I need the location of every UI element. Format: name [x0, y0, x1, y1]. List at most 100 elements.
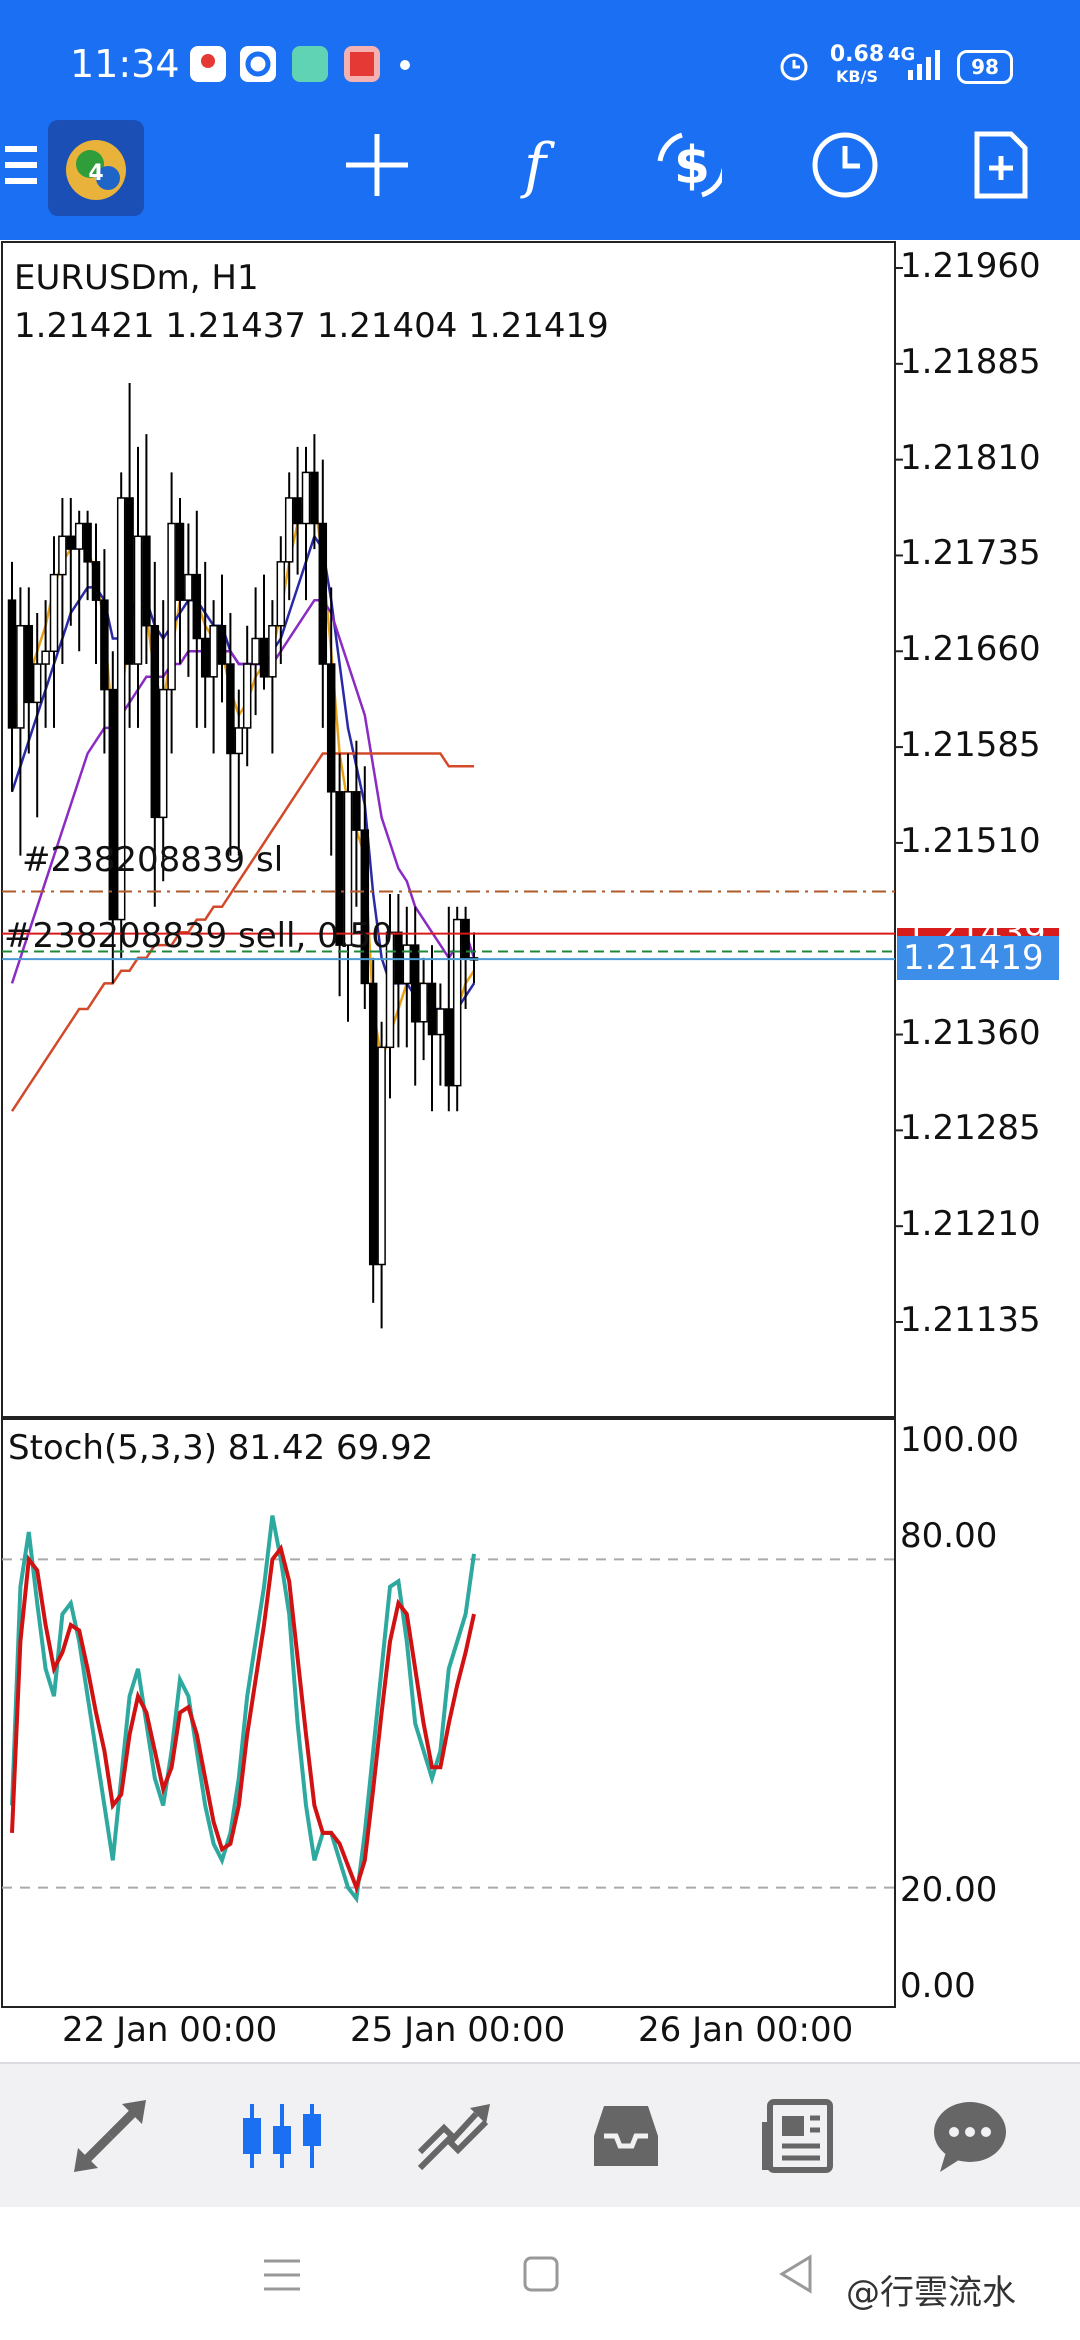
candle-body: [276, 561, 286, 627]
candle-body: [158, 688, 168, 819]
candle-body: [326, 663, 336, 793]
candle-body: [125, 497, 134, 665]
candle-body: [301, 471, 311, 525]
candle-body: [66, 535, 76, 550]
quotes-icon[interactable]: [60, 2086, 160, 2186]
candle-body: [352, 791, 361, 831]
stoch-axis-100: 100.00: [900, 1420, 1019, 1460]
net-unit: KB/S: [836, 67, 878, 86]
stoch-title: Stoch(5,3,3) 81.42 69.92: [8, 1428, 434, 1468]
candle-body: [385, 931, 395, 1049]
chart-ohlc: 1.21421 1.21437 1.21404 1.21419: [14, 306, 609, 346]
price-chart[interactable]: [0, 240, 1080, 2062]
trade-icon[interactable]: [404, 2086, 504, 2186]
stoch-signal-line: [10, 1544, 476, 1894]
price-tick-label: 1.21360: [900, 1012, 1041, 1053]
network-type: 4G: [888, 44, 916, 65]
order-label: #238208839 sell, 0.50: [4, 916, 393, 956]
chart-icon[interactable]: [232, 2086, 332, 2186]
candle-body: [192, 573, 202, 640]
chart-symbol: EURUSDm, H1: [14, 258, 259, 298]
candle-body: [410, 944, 420, 1023]
candle-body: [436, 1008, 445, 1036]
news-icon[interactable]: [748, 2086, 848, 2186]
price-tick-label: 1.21885: [900, 341, 1041, 382]
history-icon[interactable]: [576, 2086, 676, 2186]
candle-body: [318, 522, 328, 665]
system-nav: @行雲流水: [0, 2207, 1080, 2340]
new-order-icon[interactable]: [966, 125, 1036, 205]
order-price-tag: 1.21439: [897, 928, 1059, 938]
stoch-axis-80: 80.00: [900, 1516, 998, 1556]
stoch-axis-0: 0.00: [900, 1966, 976, 2006]
candle-body: [7, 599, 17, 729]
dot-icon: [400, 60, 410, 70]
price-tick-label: 1.21735: [900, 533, 1041, 574]
home-icon[interactable]: [522, 2255, 560, 2297]
candle-body: [259, 637, 269, 678]
candle-body: [184, 573, 193, 601]
app-icon: [292, 46, 328, 82]
status-time: 11:34: [70, 42, 180, 86]
gallery-icon: [344, 46, 380, 82]
candle-body: [377, 1046, 386, 1266]
candle-body: [167, 522, 176, 691]
svg-text:$: $: [674, 136, 710, 196]
mt4-logo-icon[interactable]: 4: [48, 120, 144, 216]
svg-text:4: 4: [88, 161, 103, 186]
candle-body: [444, 1008, 454, 1087]
sl-label: #238208839 sl: [22, 840, 284, 880]
clock-icon[interactable]: [810, 125, 880, 205]
stoch-axis-20: 20.00: [900, 1870, 998, 1910]
candle-body: [335, 791, 344, 946]
candle-body: [142, 535, 151, 627]
candle-body: [394, 931, 403, 985]
candle-body: [452, 918, 462, 1087]
maps-icon: [190, 46, 226, 82]
candle-body: [133, 535, 143, 665]
indicators-icon[interactable]: f: [500, 125, 570, 205]
candle-body: [343, 791, 353, 946]
date-label: 22 Jan 00:00: [62, 2010, 278, 2050]
price-tick-label: 1.21510: [900, 820, 1041, 861]
candle-body: [461, 918, 470, 959]
candle-body: [150, 624, 160, 819]
price-tick-label: 1.21810: [900, 437, 1041, 478]
chat-icon[interactable]: [920, 2086, 1020, 2186]
browser-icon: [240, 46, 276, 82]
candle-body: [175, 522, 185, 601]
candle-body: [16, 624, 25, 729]
candle-body: [209, 624, 218, 678]
candle-body: [268, 624, 277, 678]
candle-body: [360, 829, 370, 985]
bottom-nav: [0, 2062, 1080, 2209]
ma-long-line: [10, 752, 474, 1112]
candle-body: [427, 982, 437, 1036]
main-plot-frame: [1, 241, 896, 1418]
svg-text:f: f: [520, 131, 556, 200]
current-price-tag: 1.21419: [897, 936, 1059, 980]
price-tick-label: 1.21285: [900, 1108, 1041, 1149]
timeframe-icon[interactable]: $: [652, 125, 722, 205]
candle-body: [217, 624, 227, 665]
candle-body: [200, 637, 210, 678]
back-icon[interactable]: [776, 2253, 816, 2299]
price-tick-label: 1.21585: [900, 725, 1041, 766]
price-tick-label: 1.21660: [900, 629, 1041, 670]
candle-body: [234, 727, 244, 755]
order-price: 1.21439: [897, 928, 1046, 938]
candle-body: [108, 688, 118, 921]
price-tick-label: 1.21210: [900, 1204, 1041, 1245]
date-label: 26 Jan 00:00: [638, 2010, 854, 2050]
battery-level: 98: [957, 50, 1013, 84]
candle-body: [284, 497, 294, 563]
crosshair-icon[interactable]: [342, 125, 412, 205]
candle-body: [100, 599, 109, 691]
candle-body: [310, 471, 319, 525]
candle-body: [24, 624, 34, 704]
recents-icon[interactable]: [262, 2257, 302, 2297]
candle-body: [402, 944, 412, 985]
candle-body: [58, 535, 67, 576]
menu-icon[interactable]: [0, 125, 60, 205]
candle-body: [419, 982, 428, 1023]
